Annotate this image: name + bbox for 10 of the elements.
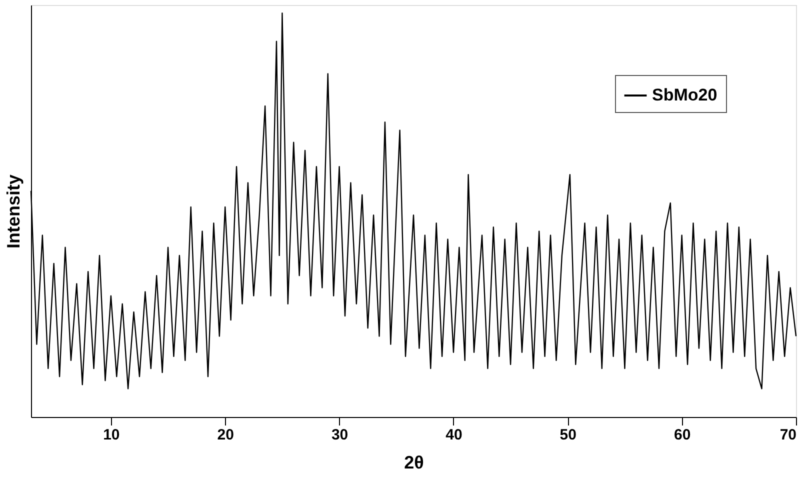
x-tick-label: 60	[674, 426, 691, 444]
x-tick-label: 30	[331, 426, 348, 444]
x-tick-label: 10	[103, 426, 120, 444]
x-tick-label: 20	[217, 426, 234, 444]
x-axis-title: 2θ	[404, 452, 424, 472]
y-axis-title: Intensity	[4, 174, 24, 249]
legend-label: SbMo20	[652, 86, 718, 104]
x-tick-label: 50	[560, 426, 576, 444]
x-tick-label: 70	[780, 426, 796, 444]
x-tick-label: 40	[446, 426, 462, 444]
